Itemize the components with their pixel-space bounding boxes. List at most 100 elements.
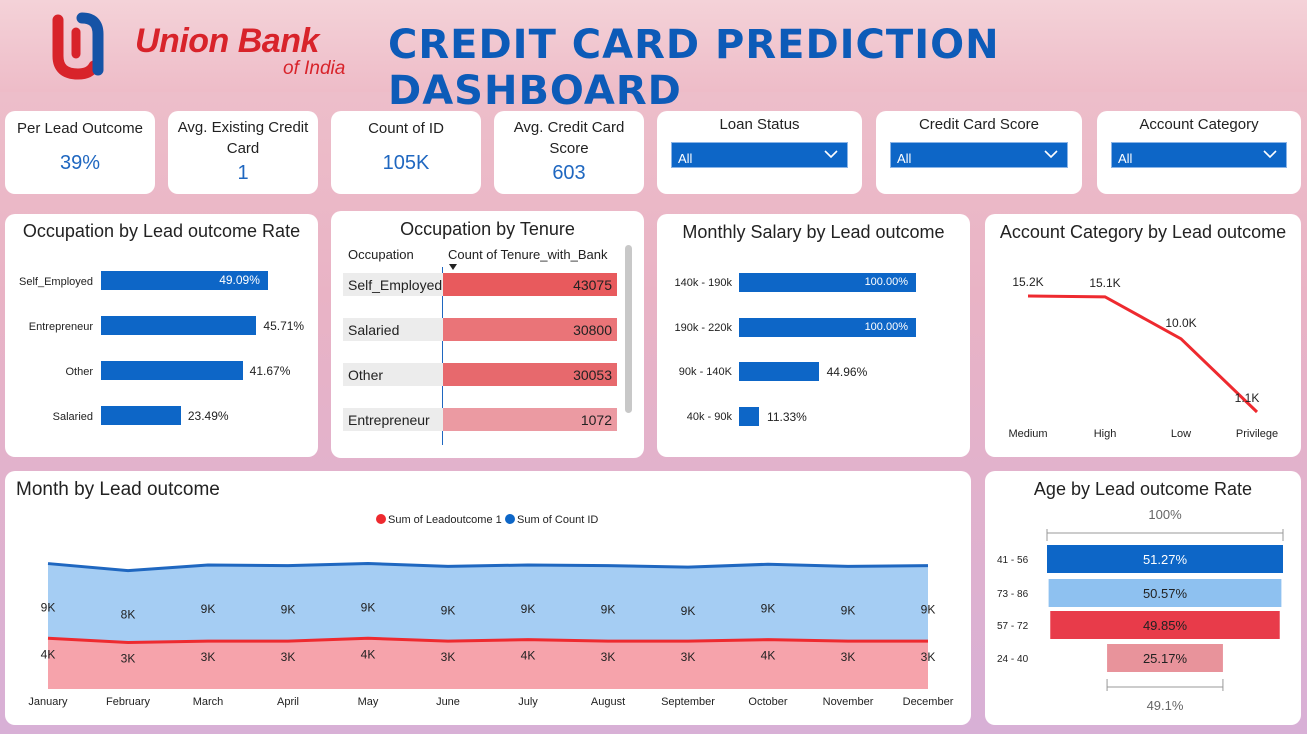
x-tick-label: December [903,696,954,708]
category-label: Self_Employed [19,276,93,288]
credit-card-score-dropdown[interactable]: All [890,142,1068,168]
dashboard-title: CREDIT CARD PREDICTION DASHBOARD [388,22,1000,114]
data-label: 11.33% [767,410,807,424]
category-label: 140k - 190k [674,277,732,289]
slicer-label: Loan Status [719,116,800,133]
sort-desc-icon[interactable] [448,263,458,271]
legend-label-count-id: Sum of Count ID [517,514,598,526]
funnel-bar [1047,545,1283,573]
kpi-card-avg-credit-card-score: Avg. Credit Card Score 603 [494,111,644,194]
dropdown-value: All [897,151,912,166]
row-bg [343,318,443,341]
slicer-account-category: Account Category All [1097,111,1301,194]
data-label-count-id: 8K [121,608,136,622]
slicer-label: Credit Card Score [918,116,1040,133]
bar [739,273,916,292]
line-leadoutcome [47,636,928,644]
kpi-value: 603 [552,162,586,184]
table-scrollbar[interactable] [625,245,632,413]
kpi-value: 105K [382,152,430,174]
data-label: 49.09% [219,273,260,287]
legend-label-leadoutcome: Sum of Leadoutcome 1 [388,514,502,526]
data-label-leadoutcome: 4K [521,649,536,663]
account-category-dropdown[interactable]: All [1111,142,1287,168]
funnel-top-label: 100% [1148,507,1182,522]
x-tick-label: October [748,696,787,708]
column-divider [442,267,443,445]
data-bar [443,318,617,341]
data-label: 1.1K [1235,391,1260,405]
x-tick-label: August [591,696,625,708]
loan-status-dropdown[interactable]: All [671,142,848,168]
x-tick-label: July [518,696,538,708]
x-tick-label: Medium [1008,428,1047,440]
bar [739,407,760,426]
table-cell-value: 30800 [573,322,612,338]
chevron-down-icon [824,150,838,159]
occupation-lead-rate-panel: Occupation by Lead outcome Rate Self_Emp… [5,214,318,457]
category-label: 24 - 40 [997,654,1029,665]
chart-title: Monthly Salary by Lead outcome [682,222,945,242]
x-tick-label: June [436,696,460,708]
category-label: Other [65,366,93,378]
age-lead-rate-panel: Age by Lead outcome Rate 100% 51.27% 41 - … [985,471,1301,725]
kpi-label: Count of ID [368,120,444,137]
funnel-value-label: 50.57% [1143,586,1188,601]
funnel-bottom-label: 49.1% [1147,698,1184,713]
data-label-leadoutcome: 3K [841,650,856,664]
data-label: 100.00% [864,276,908,288]
data-label-leadoutcome: 3K [201,650,216,664]
category-label: 90k - 140K [678,366,732,378]
area-chart: Sum of Leadoutcome 1 Sum of Count ID 9K 4K J… [28,514,954,708]
x-tick-label: January [28,696,68,708]
kpi-label: Per Lead Outcome [17,120,143,137]
legend-marker-leadoutcome [376,514,386,524]
funnel-bar [1048,579,1282,607]
kpi-value: 39% [59,152,101,174]
dropdown-value: All [678,151,693,166]
table-cell-value: 43075 [573,277,612,293]
bar [101,316,257,335]
data-label-count-id: 9K [841,603,856,617]
x-tick-label: Low [1171,428,1191,440]
data-label: 15.2K [1012,275,1043,289]
funnel-chart: 100% 51.27% 41 - 56 50.57% 73 - 86 49.85% 57 -… [997,507,1284,713]
chart-title: Month by Lead outcome [16,479,220,500]
chevron-down-icon [1044,150,1058,159]
data-label-leadoutcome: 3K [441,650,456,664]
chevron-down-icon [1263,150,1277,159]
category-label: 190k - 220k [674,322,732,334]
data-label: 41.67% [249,364,291,378]
data-label-leadoutcome: 3K [681,650,696,664]
data-label-count-id: 9K [441,603,456,617]
bar [101,406,181,425]
table-cell-value: 30053 [573,367,612,383]
funnel-bottom-bracket [1106,679,1224,691]
union-bank-logo: Union Bank of India [40,10,360,82]
funnel-bar [1050,611,1280,639]
funnel-top-bracket [1046,529,1284,541]
kpi-value: 1 [237,162,249,184]
data-label: 23.49% [187,409,229,423]
bar [739,362,819,381]
table-cell-occupation: Entrepreneur [348,412,430,428]
category-label: 40k - 90k [686,411,732,423]
slicer-credit-card-score: Credit Card Score All [876,111,1082,194]
category-label: 41 - 56 [997,555,1029,566]
brand-name: Union Bank [135,22,319,60]
funnel-bar [1107,644,1223,672]
kpi-card-per-lead-outcome: Per Lead Outcome 39% [5,111,155,194]
column-header-tenure[interactable]: Count of Tenure_with_Bank [448,247,608,262]
bar [739,318,916,337]
category-label: Salaried [52,411,93,423]
data-label: 44.96% [826,365,868,379]
data-bar [443,273,617,296]
data-label-count-id: 9K [41,601,56,615]
data-label: 15.1K [1089,276,1120,290]
chart-title: Account Category by Lead outcome [999,222,1287,242]
column-header-occupation[interactable]: Occupation [348,247,414,262]
table-cell-occupation: Self_Employed [348,277,443,293]
kpi-label: Avg. Credit Card Score [513,119,625,157]
legend-marker-count-id [505,514,515,524]
data-label-count-id: 9K [921,603,936,617]
